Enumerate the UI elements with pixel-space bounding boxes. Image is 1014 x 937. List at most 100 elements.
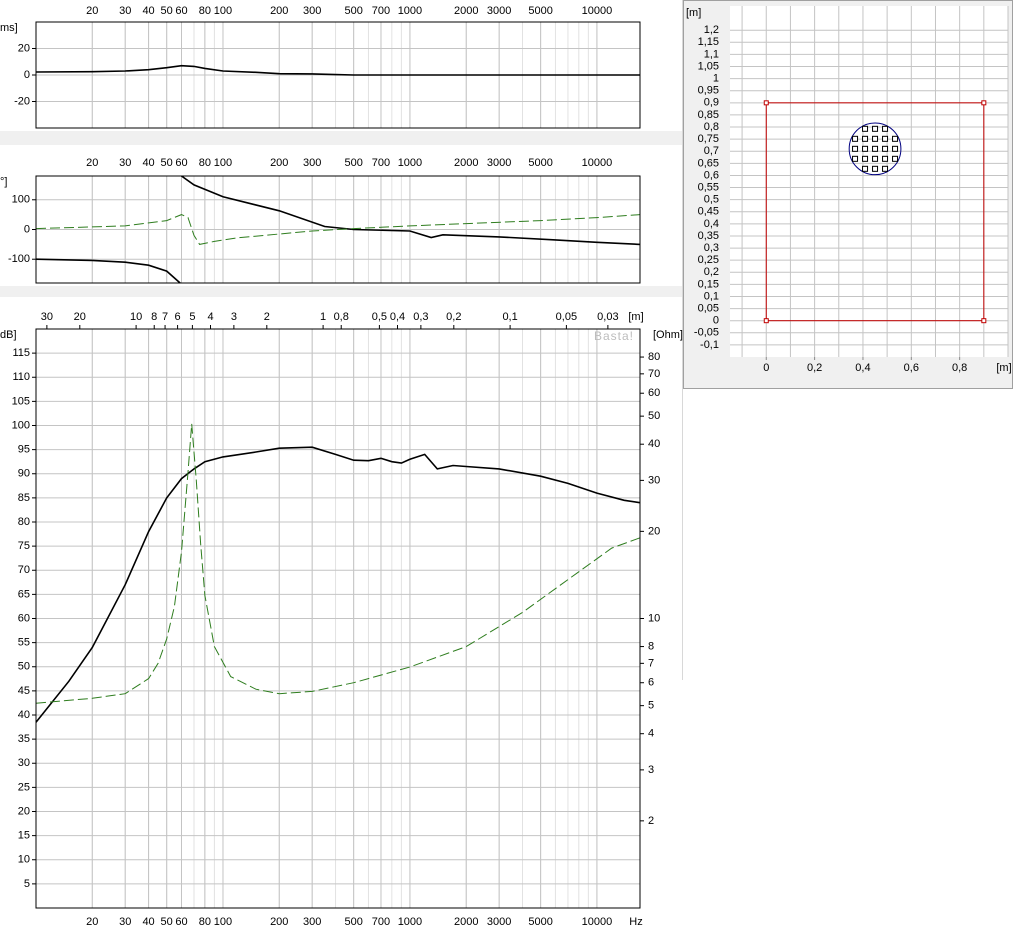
x-tick-label: 1000	[398, 157, 422, 169]
y2-tick-label: 30	[648, 474, 660, 486]
y2-tick-label: 40	[648, 438, 660, 450]
y-axis-label: °]	[0, 176, 7, 188]
x-tick-label: 60	[175, 5, 187, 17]
series-line	[35, 175, 641, 284]
x-tick-label: 40	[142, 157, 154, 169]
series-line	[35, 214, 641, 245]
sample-point	[882, 125, 889, 132]
x-tick-label: 50	[161, 5, 173, 17]
watermark: Basta!	[594, 329, 634, 343]
y-tick-label: -20	[14, 95, 30, 107]
x-tick-label: 20	[86, 916, 98, 928]
sample-point	[852, 155, 859, 162]
x-tick-label: 0,6	[904, 362, 919, 374]
x-tick-label: 500	[344, 157, 362, 169]
y-tick-label: 20	[18, 805, 30, 817]
series-line	[35, 446, 641, 723]
y-tick-label: 0,65	[698, 157, 719, 169]
sample-point	[862, 155, 869, 162]
y2-tick-label: 8	[648, 640, 654, 652]
x-tick-label: 100	[214, 916, 232, 928]
y2-tick-label: 60	[648, 387, 660, 399]
baffle-corner	[763, 100, 769, 106]
x-tick-label: 0	[763, 362, 769, 374]
x2-tick-label: 5	[189, 311, 195, 323]
y-tick-label: 100	[12, 419, 30, 431]
x-tick-label: 700	[372, 916, 390, 928]
y-tick-label: 70	[18, 564, 30, 576]
x-tick-label: 50	[161, 916, 173, 928]
series-line	[35, 423, 641, 704]
x-tick-label: 5000	[528, 5, 552, 17]
x2-tick-label: 20	[74, 311, 86, 323]
y-tick-label: 45	[18, 685, 30, 697]
driver	[848, 122, 902, 176]
y2-tick-label: 20	[648, 525, 660, 537]
x-tick-label: 300	[303, 916, 321, 928]
x2-tick-label: 0,4	[390, 311, 405, 323]
x-tick-label: 3000	[487, 5, 511, 17]
y2-axis-label: [Ohm]	[653, 329, 683, 341]
y-tick-label: 55	[18, 637, 30, 649]
y-tick-label: 105	[12, 395, 30, 407]
y-tick-label: 0,5	[704, 194, 719, 206]
sample-point	[882, 165, 889, 172]
y-tick-label: 5	[24, 878, 30, 890]
sample-point	[872, 135, 879, 142]
y-tick-label: 0	[713, 315, 719, 327]
y-tick-label: 0,1	[704, 290, 719, 302]
x-axis-label: [m]	[996, 362, 1011, 374]
y-tick-label: -100	[8, 253, 30, 265]
sample-point	[872, 125, 879, 132]
x-tick-label: 300	[303, 157, 321, 169]
y-tick-label: 95	[18, 444, 30, 456]
y-tick-label: 0,2	[704, 266, 719, 278]
x-tick-label: 2000	[454, 5, 478, 17]
y-tick-label: 90	[18, 468, 30, 480]
x2-tick-label: 30	[41, 311, 53, 323]
y-tick-label: 0,15	[698, 278, 719, 290]
x-tick-label: 80	[199, 5, 211, 17]
x-tick-label: 2000	[454, 157, 478, 169]
x-tick-label: 700	[372, 157, 390, 169]
x-tick-label: 1000	[398, 916, 422, 928]
y-tick-label: 65	[18, 588, 30, 600]
y2-tick-label: 10	[648, 612, 660, 624]
x-tick-label: 5000	[528, 916, 552, 928]
sample-point	[862, 165, 869, 172]
x-tick-label: 50	[161, 157, 173, 169]
x-tick-label: 200	[270, 5, 288, 17]
y-tick-label: 0,35	[698, 230, 719, 242]
baffle-corner	[981, 318, 987, 324]
y-tick-label: 30	[18, 757, 30, 769]
y-axis-label: [m]	[686, 7, 701, 19]
y-tick-label: 0,4	[704, 218, 719, 230]
y-tick-label: 1,2	[704, 24, 719, 36]
y-tick-label: 50	[18, 661, 30, 673]
x-tick-label: 10000	[582, 157, 613, 169]
x-tick-label: 1000	[398, 5, 422, 17]
x-tick-label: 500	[344, 5, 362, 17]
y-tick-label: -0,05	[694, 327, 719, 339]
x2-tick-label: 0,03	[597, 311, 618, 323]
y2-tick-label: 5	[648, 700, 654, 712]
sample-point	[892, 155, 899, 162]
plan-area	[730, 6, 1008, 357]
charts: 20 30 40 50 60 80 100 200 300 500 700 1000 2000 3000 5…	[0, 5, 1012, 928]
y-tick-label: 15	[18, 830, 30, 842]
x-tick-label: 0,8	[952, 362, 967, 374]
y-tick-label: 1	[713, 73, 719, 85]
x2-tick-label: 1	[320, 311, 326, 323]
x2-tick-label: 0,8	[334, 311, 349, 323]
plot-frame	[35, 328, 641, 909]
x2-tick-label: 0,2	[446, 311, 461, 323]
x-tick-label: 0,2	[807, 362, 822, 374]
x-tick-label: 40	[142, 916, 154, 928]
x-tick-label: 200	[270, 157, 288, 169]
x-tick-label: 20	[86, 157, 98, 169]
baffle	[765, 102, 985, 322]
y-tick-label: 100	[12, 194, 30, 206]
y2-tick-label: 2	[648, 815, 654, 827]
plot-frame	[35, 21, 641, 129]
y-axis-label: ms]	[0, 22, 18, 34]
